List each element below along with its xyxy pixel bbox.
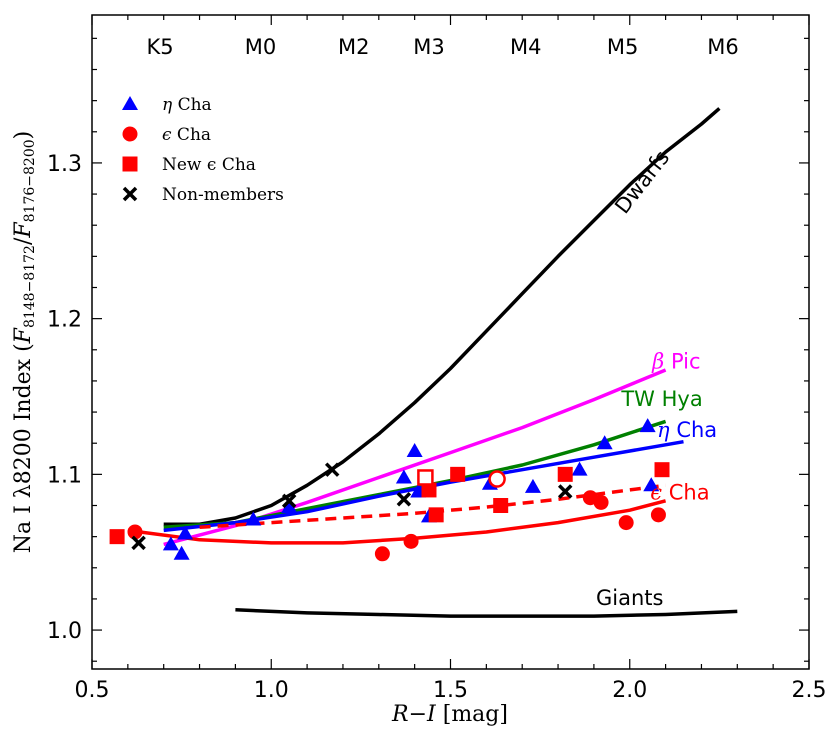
data-point xyxy=(127,524,143,540)
legend-text: New ϵ Cha xyxy=(162,155,256,175)
curve-line xyxy=(235,608,738,618)
curve-label-greek: η xyxy=(657,418,670,442)
legend-marker xyxy=(122,96,138,110)
data-point xyxy=(396,492,412,507)
spectral-type-label: M6 xyxy=(707,35,738,59)
x-axis-title: R−I [mag] xyxy=(391,702,508,727)
data-point xyxy=(493,498,509,513)
legend-marker xyxy=(122,186,138,202)
data-point xyxy=(374,546,390,562)
data-point xyxy=(593,494,609,510)
data-point xyxy=(571,461,588,476)
spectral-type-label: M0 xyxy=(245,35,276,59)
data-point xyxy=(403,533,419,549)
x-tick-label: 2.5 xyxy=(792,678,827,703)
x-tick-labels: 0.5 1.0 1.5 2.0 2.5 xyxy=(75,678,827,703)
data-point xyxy=(324,462,340,477)
legend-greek: η xyxy=(162,95,173,115)
spectral-type-label: M3 xyxy=(413,35,444,59)
data-point xyxy=(654,462,670,478)
data-point xyxy=(650,507,666,523)
spectral-type-label: M4 xyxy=(510,35,541,59)
data-point xyxy=(395,469,412,484)
legend-label: η Cha xyxy=(162,95,212,115)
x-marker-stroke xyxy=(122,186,138,202)
data-point xyxy=(639,418,656,433)
curve-label: ϵ Cha xyxy=(650,480,709,504)
curve-line xyxy=(199,483,666,530)
curve-line xyxy=(163,439,684,533)
x-marker-stroke xyxy=(281,493,297,509)
y-tick-label: 1.3 xyxy=(47,152,82,177)
legend-text: Cha xyxy=(172,95,212,115)
data-point xyxy=(406,443,423,457)
data-points xyxy=(109,418,670,562)
data-point xyxy=(524,478,541,493)
curve-label: β Pic xyxy=(651,349,700,373)
data-point xyxy=(557,484,573,499)
curve-line xyxy=(163,419,667,530)
spectral-type-label: M5 xyxy=(607,35,638,59)
data-point xyxy=(596,435,613,450)
y-tick-labels: 1.0 1.1 1.2 1.3 xyxy=(47,152,82,644)
curve-label-text: TW Hya xyxy=(620,387,702,411)
curve-label-greek: ϵ xyxy=(650,480,662,504)
curve-label-text: Cha xyxy=(670,418,718,442)
data-point xyxy=(281,493,297,509)
curve-label: η Cha xyxy=(657,418,717,442)
data-point xyxy=(450,466,466,482)
data-point xyxy=(417,469,434,486)
data-point xyxy=(173,545,190,560)
spectral-type-label: M2 xyxy=(338,35,369,59)
data-point xyxy=(428,507,444,523)
legend-text: Non-members xyxy=(162,185,284,205)
spectral-type-label: K5 xyxy=(147,35,174,59)
x-tick-label: 1.5 xyxy=(433,678,468,703)
data-point xyxy=(131,535,146,551)
x-marker-stroke xyxy=(131,535,146,551)
curve-label: TW Hya xyxy=(620,387,702,411)
legend-marker xyxy=(122,156,138,172)
curve-label-text: Pic xyxy=(664,349,700,373)
legend-marker xyxy=(122,126,138,142)
y-tick-label: 1.2 xyxy=(47,308,82,333)
curve-label-text: Giants xyxy=(596,586,663,610)
data-point xyxy=(643,477,660,492)
data-point xyxy=(109,529,125,545)
data-point xyxy=(245,511,262,526)
legend-greek: ϵ xyxy=(162,125,172,145)
legend-label: ϵ Cha xyxy=(162,125,211,145)
x-tick-label: 0.5 xyxy=(75,678,110,703)
data-point xyxy=(421,482,437,498)
curve-line xyxy=(163,107,721,526)
data-point xyxy=(557,466,573,482)
curve-label-greek: β xyxy=(651,349,664,373)
curve-label-text: Dwarfs xyxy=(610,146,674,218)
legend-label: Non-members xyxy=(162,185,284,205)
data-point xyxy=(162,536,179,551)
model-curves xyxy=(127,107,738,618)
curve-label: Dwarfs xyxy=(610,146,674,218)
data-point xyxy=(488,470,506,488)
x-marker-stroke xyxy=(324,462,340,477)
curve-label-text: Cha xyxy=(662,480,710,504)
y-tick-label: 1.0 xyxy=(47,619,82,644)
y-axis-title: Na I λ8200 Index (F8148−8172/F8176−8200) xyxy=(11,131,38,553)
axis-ticks xyxy=(91,15,810,669)
spectral-type-labels: K5 M0 M2 M3 M4 M5 M6 xyxy=(147,35,739,59)
x-tick-label: 2.0 xyxy=(612,678,647,703)
x-tick-label: 1.0 xyxy=(254,678,289,703)
data-point xyxy=(177,525,194,540)
x-marker-stroke xyxy=(557,484,573,499)
curve-label: Giants xyxy=(596,586,663,610)
data-point xyxy=(281,499,298,514)
x-marker-stroke xyxy=(396,492,412,507)
legend-text: Cha xyxy=(172,125,212,145)
data-point xyxy=(618,515,634,531)
legend-label: New ϵ Cha xyxy=(162,155,256,175)
y-tick-label: 1.1 xyxy=(47,463,82,488)
